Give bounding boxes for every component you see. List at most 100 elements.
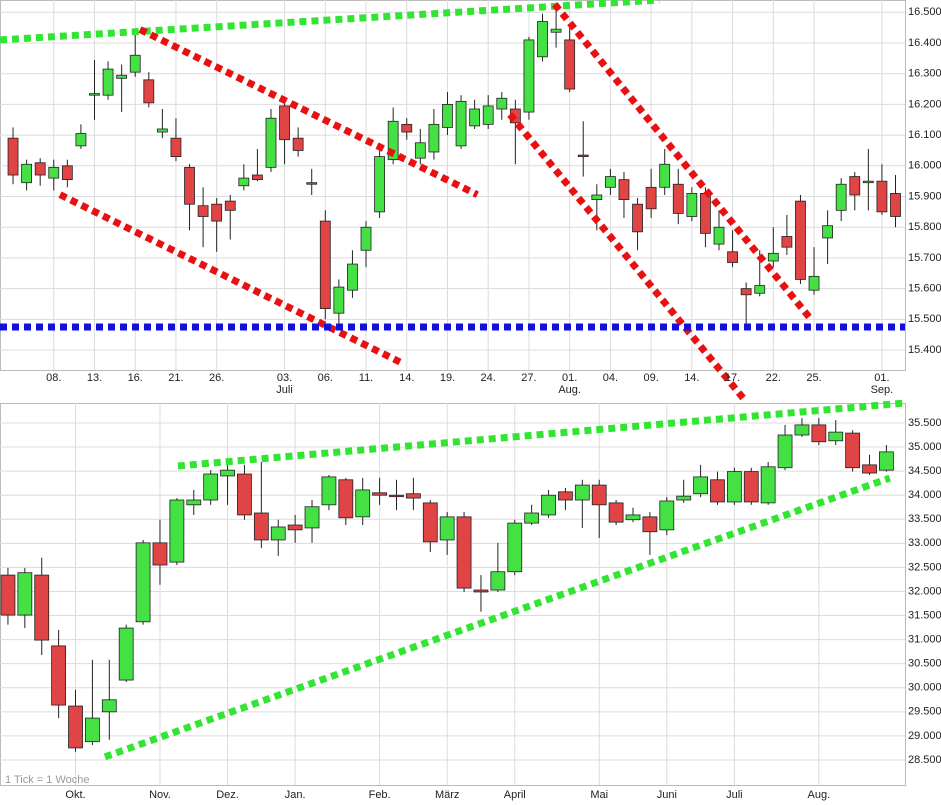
candle-body <box>767 252 779 262</box>
candle-body <box>890 193 901 217</box>
candle-body <box>659 163 671 188</box>
x-tick-sublabel: Aug. <box>558 384 581 396</box>
x-tick-label: 22. <box>766 372 781 384</box>
candle-body <box>116 74 128 79</box>
candle-body <box>129 54 141 73</box>
candle-body <box>0 574 16 616</box>
candle-body <box>849 176 861 196</box>
y-tick-label: 16.000 <box>908 160 941 172</box>
candle-body <box>442 103 453 128</box>
candle-body <box>347 263 358 291</box>
candle-body <box>89 93 100 96</box>
candle-body <box>34 162 46 176</box>
candle-body <box>211 203 223 222</box>
candle-body <box>186 499 202 506</box>
x-tick-label: 03. <box>277 372 292 384</box>
candle-body <box>686 193 698 217</box>
candle-body <box>374 156 385 213</box>
candle-body <box>48 166 60 179</box>
candle-body <box>338 479 354 519</box>
candle-body <box>360 226 372 251</box>
x-tick-label: 17. <box>725 372 740 384</box>
candle-body <box>428 123 440 153</box>
candle-body <box>292 137 304 151</box>
candle-body <box>184 166 195 205</box>
candle-body <box>743 471 759 503</box>
candle-body <box>781 236 793 248</box>
candle-body <box>862 180 874 184</box>
x-tick-label: 26. <box>209 372 224 384</box>
x-tick-label: Aug. <box>808 789 831 801</box>
candle-body <box>170 137 182 157</box>
candle-body <box>625 514 641 521</box>
y-tick-label: 29.500 <box>908 706 941 718</box>
y-tick-label: 15.600 <box>908 283 941 295</box>
mark-layer <box>0 9 901 752</box>
y-tick-label: 16.300 <box>908 68 941 80</box>
x-tick-label: 21. <box>168 372 183 384</box>
y-tick-label: 15.800 <box>908 221 941 233</box>
candle-body <box>710 479 725 503</box>
candle-body <box>523 39 535 113</box>
candle-body <box>279 105 290 141</box>
y-tick-label: 35.500 <box>908 417 941 429</box>
y-tick-label: 31.000 <box>908 634 941 646</box>
candle-body <box>169 499 185 563</box>
x-tick-label: 16. <box>128 372 143 384</box>
y-tick-label: 16.500 <box>908 6 941 18</box>
candle-body <box>672 183 684 214</box>
candle-body <box>507 522 523 573</box>
x-tick-label: 19. <box>440 372 455 384</box>
y-tick-label: 15.400 <box>908 344 941 356</box>
candle-body <box>496 97 508 110</box>
y-tick-label: 16.100 <box>908 129 941 141</box>
candle-body <box>777 434 793 469</box>
candle-body <box>876 180 888 213</box>
candle-body <box>405 493 421 499</box>
candle-body <box>550 28 562 33</box>
candle-body <box>152 542 168 566</box>
x-tick-label: April <box>504 789 526 801</box>
plot-frame <box>0 403 906 786</box>
trend-line <box>138 26 479 198</box>
candle-body <box>713 226 725 245</box>
candle-body <box>237 473 252 516</box>
x-tick-label: 11. <box>359 372 373 384</box>
candle-body <box>34 574 50 641</box>
candle-body <box>68 705 83 749</box>
trend-line <box>0 0 660 44</box>
y-tick-label: 32.000 <box>908 585 941 597</box>
candle-body <box>524 512 540 524</box>
candle-body <box>693 476 708 495</box>
candle-body <box>482 105 494 125</box>
candle-body <box>676 495 692 501</box>
trend-line <box>103 474 891 761</box>
candle-body <box>118 627 134 681</box>
trend-line <box>552 2 813 321</box>
candle-body <box>156 128 168 133</box>
candle-body <box>401 123 413 133</box>
candle-body <box>306 182 318 185</box>
candle-body <box>659 500 675 531</box>
candle-body <box>754 285 766 294</box>
candle-body <box>238 177 250 187</box>
candle-body <box>7 137 19 176</box>
x-tick-label: 25. <box>806 372 821 384</box>
candle-body <box>304 506 320 529</box>
candle-body <box>372 492 388 496</box>
x-tick-label: Juni <box>657 789 677 801</box>
chart-note: 1 Tick = 1 Woche <box>5 774 89 786</box>
candle-body <box>760 466 776 504</box>
candle-body <box>727 251 738 263</box>
candle-body <box>21 163 33 184</box>
x-tick-label: 14. <box>684 372 699 384</box>
trendline-layer <box>0 0 906 761</box>
x-tick-label: 09. <box>643 372 658 384</box>
candle-body <box>389 494 404 498</box>
candle-body <box>355 489 371 518</box>
candle-body <box>726 471 742 503</box>
candle-body <box>17 572 33 616</box>
candle-body <box>85 717 100 743</box>
y-tick-label: 32.500 <box>908 561 941 573</box>
candle-body <box>808 275 820 291</box>
